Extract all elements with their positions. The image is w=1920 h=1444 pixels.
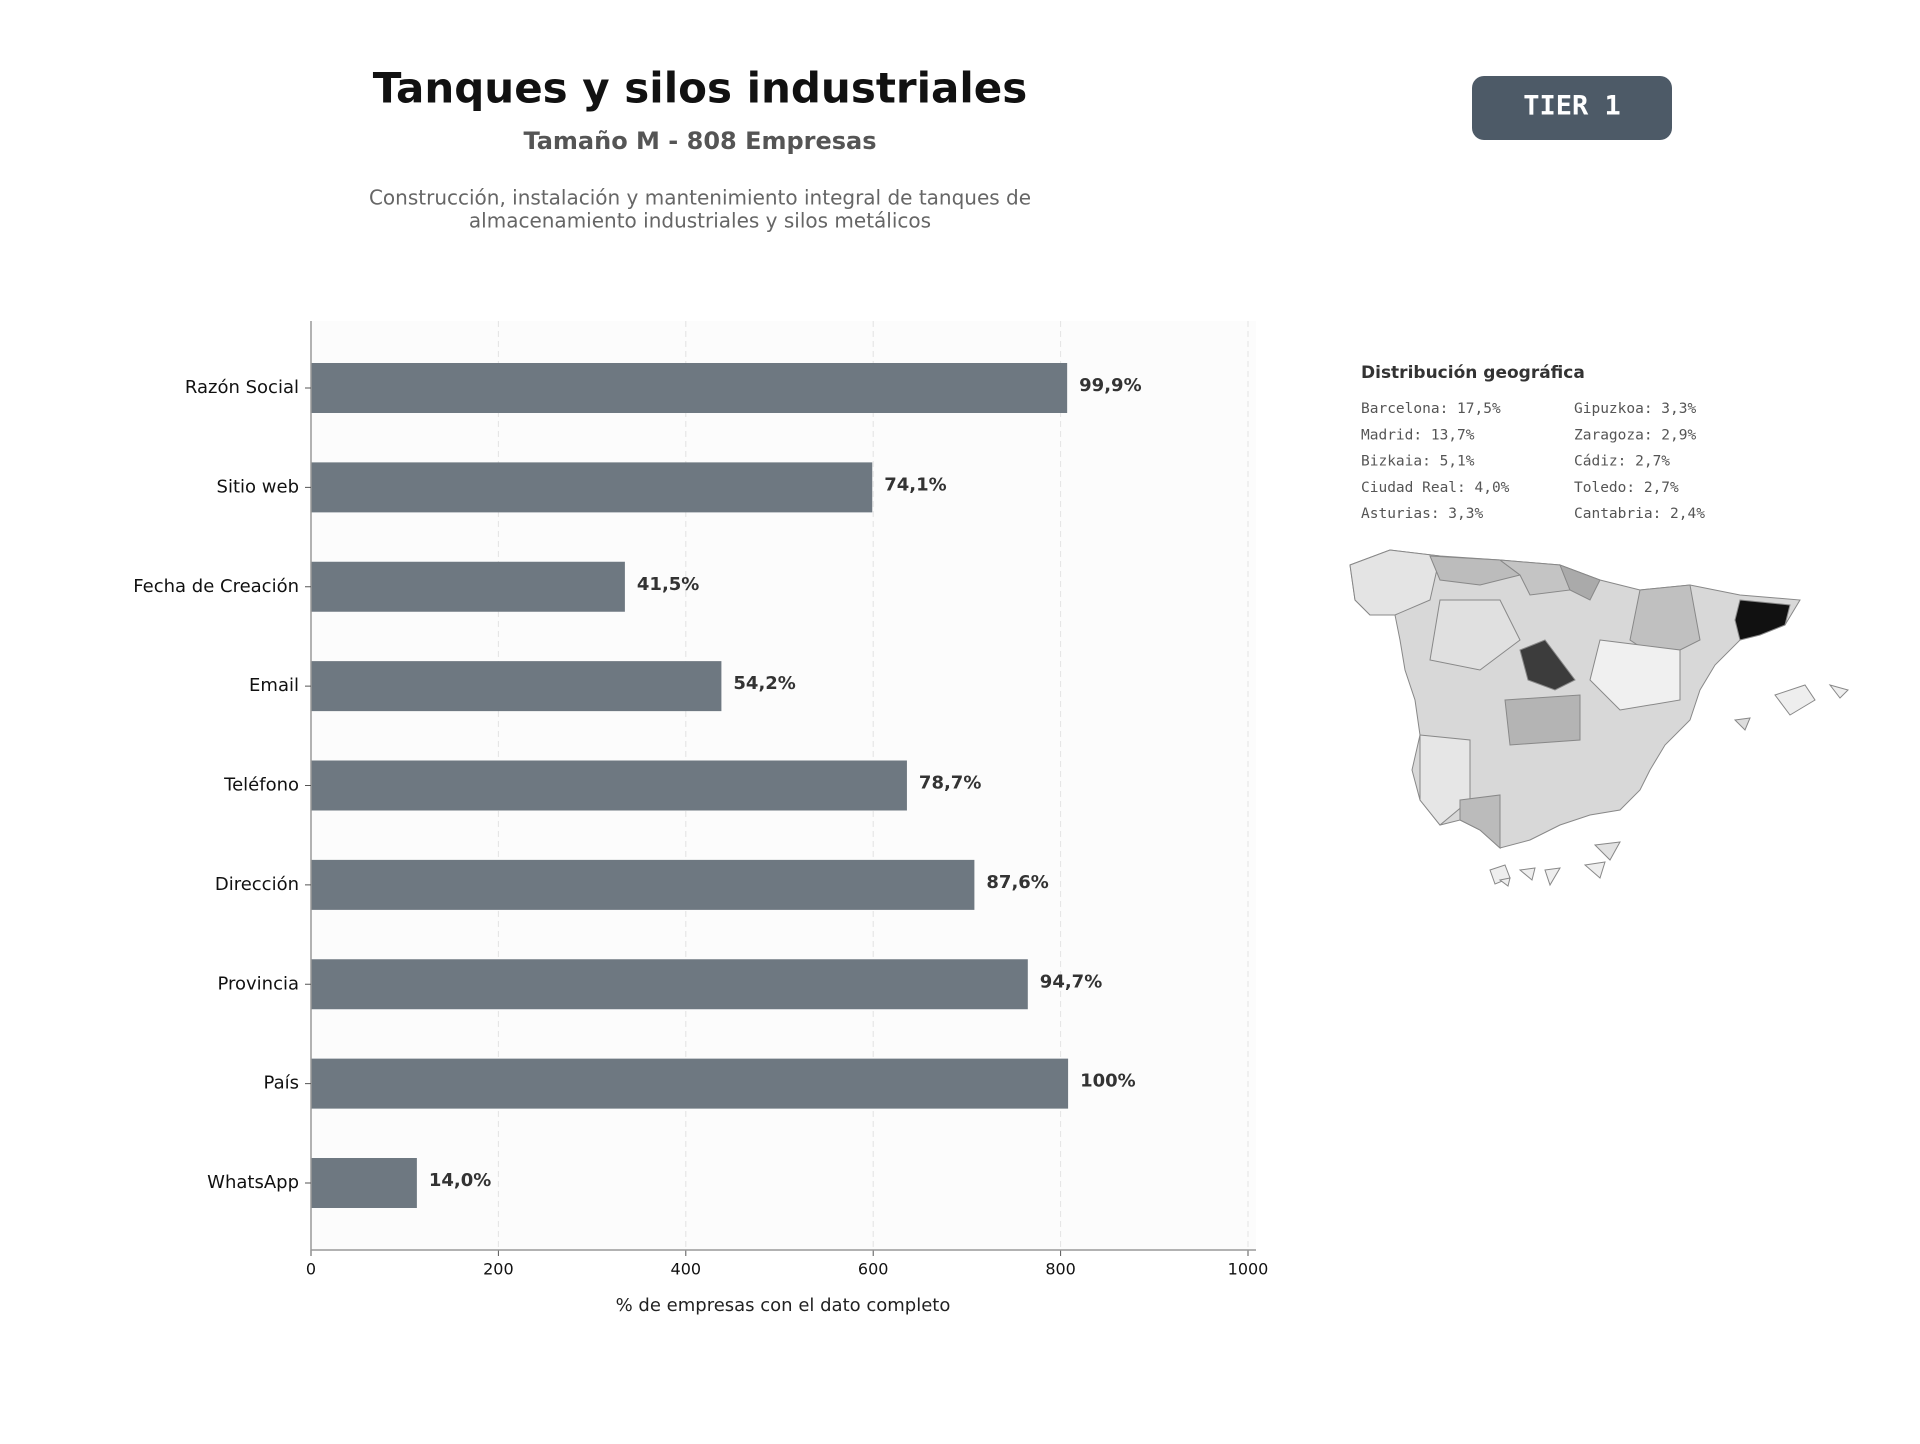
map-island <box>1498 877 1511 887</box>
x-tick-label: 200 <box>483 1260 514 1279</box>
value-label: 100% <box>1080 1071 1136 1092</box>
x-tick-label: 800 <box>1045 1260 1076 1279</box>
y-tick-label: Email <box>249 675 299 696</box>
map-region <box>1429 599 1521 671</box>
map-island <box>1583 861 1606 879</box>
geo-item: Asturias: 3,3% <box>1361 506 1483 522</box>
bars <box>311 363 1069 1208</box>
value-label: 74,1% <box>884 474 946 495</box>
bar <box>311 959 1028 1010</box>
value-label: 14,0% <box>429 1170 491 1191</box>
bar <box>311 661 722 712</box>
map-island <box>1828 684 1849 699</box>
y-tick-label: Teléfono <box>223 775 299 796</box>
x-tick-label: 1000 <box>1228 1260 1269 1279</box>
map-region <box>1429 555 1522 586</box>
value-label: 78,7% <box>919 773 981 794</box>
y-tick-label: Sitio web <box>217 476 299 497</box>
y-tick-label: Fecha de Creación <box>133 576 299 597</box>
map-island <box>1544 867 1561 887</box>
map-region <box>1459 794 1501 850</box>
y-tick-label: Provincia <box>217 973 299 994</box>
y-tick-label: Dirección <box>215 874 299 895</box>
geo-item: Zaragoza: 2,9% <box>1574 427 1696 443</box>
map-madrid <box>1519 639 1576 691</box>
y-tick-label: Razón Social <box>185 377 299 398</box>
bar <box>311 1058 1069 1109</box>
value-label: 94,7% <box>1040 971 1102 992</box>
geo-item: Ciudad Real: 4,0% <box>1361 480 1510 496</box>
map-region <box>1498 559 1571 596</box>
y-tick-label: WhatsApp <box>207 1172 299 1193</box>
y-tick-label: País <box>264 1073 299 1094</box>
description: Construcción, instalación y mantenimient… <box>369 186 1031 210</box>
description: almacenamiento industriales y silos metá… <box>469 209 931 233</box>
geo-item: Barcelona: 17,5% <box>1361 401 1501 417</box>
bar <box>311 462 873 513</box>
map-island <box>1733 717 1751 731</box>
value-label: 99,9% <box>1079 375 1141 396</box>
geo-item: Toledo: 2,7% <box>1574 480 1679 496</box>
value-label: 54,2% <box>733 673 795 694</box>
map-region <box>1504 694 1581 746</box>
badge-text: TIER 1 <box>1523 91 1621 122</box>
bar <box>311 561 625 612</box>
bar <box>311 363 1068 413</box>
map-region <box>1559 564 1601 601</box>
x-tick-label: 0 <box>306 1260 316 1279</box>
map-barcelona <box>1734 599 1791 641</box>
map-region <box>1349 549 1441 616</box>
geo-list: Barcelona: 17,5% Madrid: 13,7% Bizkaia: 5,… <box>1361 401 1705 522</box>
geo-item: Cantabria: 2,4% <box>1574 506 1705 522</box>
map <box>1349 549 1849 887</box>
badge <box>1472 76 1672 140</box>
map-region <box>1419 734 1471 826</box>
chart-subtitle: Tamaño M - 808 Empresas <box>523 127 876 155</box>
geo-item: Cádiz: 2,7% <box>1574 454 1670 470</box>
x-axis-label: % de empresas con el dato completo <box>616 1295 951 1316</box>
x-tick-label: 400 <box>671 1260 702 1279</box>
map-island <box>1774 684 1816 716</box>
bar <box>311 1158 417 1208</box>
chart-title: Tanques y silos industriales <box>373 64 1028 113</box>
value-label: 41,5% <box>637 574 699 595</box>
geo-item: Gipuzkoa: 3,3% <box>1574 401 1696 417</box>
bar <box>311 859 975 910</box>
x-tick-label: 600 <box>858 1260 889 1279</box>
map-region <box>1589 639 1681 711</box>
bar <box>311 760 907 811</box>
map-island <box>1518 867 1536 881</box>
geo-title: Distribución geográfica <box>1361 363 1585 383</box>
map-island <box>1593 841 1621 861</box>
geo-item: Bizkaia: 5,1% <box>1361 454 1475 470</box>
value-label: 87,6% <box>986 872 1048 893</box>
geo-item: Madrid: 13,7% <box>1361 427 1475 443</box>
